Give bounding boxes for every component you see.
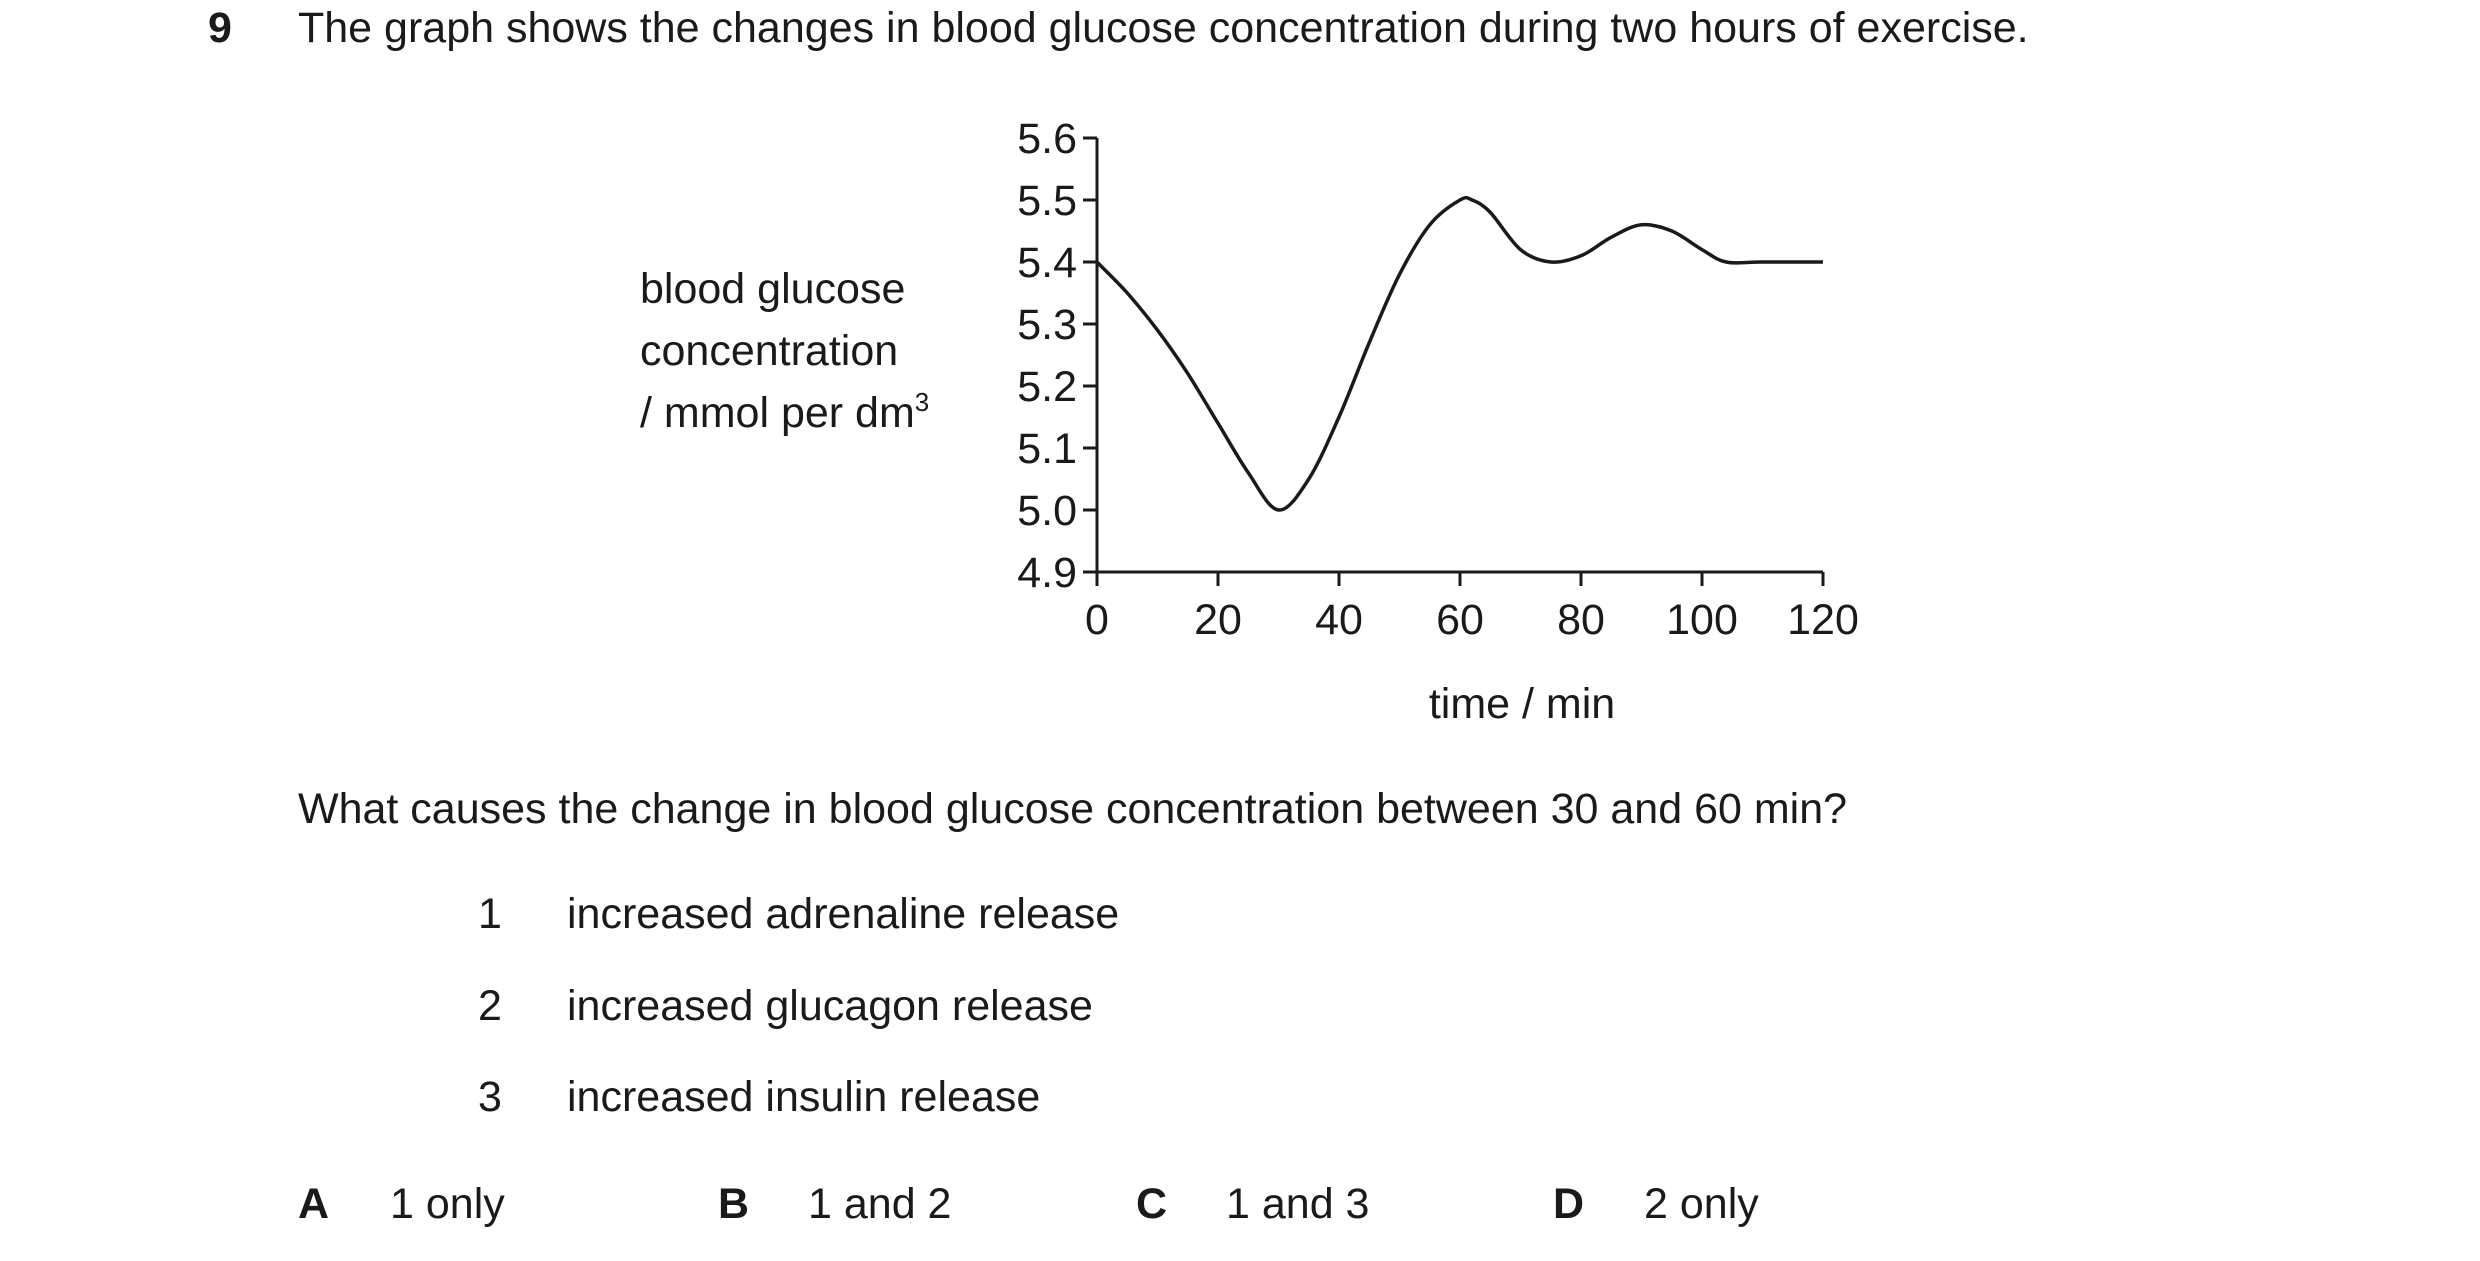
y-tick-label-7: 4.9 [1017, 549, 1077, 597]
option-a-text[interactable]: 1 only [390, 1180, 505, 1228]
y-axis-label: blood glucose concentration / mmol per d… [640, 258, 929, 444]
option-b-text[interactable]: 1 and 2 [808, 1180, 952, 1228]
statement-3-text: increased insulin release [567, 1073, 1041, 1121]
y-tick-label-1: 5.5 [1017, 177, 1077, 225]
option-a-letter[interactable]: A [298, 1180, 330, 1228]
option-d-text[interactable]: 2 only [1644, 1180, 1759, 1228]
x-tick-label-6: 120 [1787, 596, 1859, 644]
y-tick-label-2: 5.4 [1017, 239, 1077, 287]
option-b-letter[interactable]: B [718, 1180, 750, 1228]
statement-3-number: 3 [478, 1073, 502, 1121]
y-tick-label-0: 5.6 [1017, 115, 1077, 163]
y-axis-label-line-3: / mmol per dm3 [640, 382, 929, 444]
x-tick-label-1: 20 [1194, 596, 1242, 644]
option-c-letter[interactable]: C [1136, 1180, 1168, 1228]
y-axis-unit: / mmol per dm [640, 389, 915, 437]
y-axis-label-line-2: concentration [640, 327, 899, 375]
statement-2-text: increased glucagon release [567, 982, 1093, 1030]
x-tick-label-4: 80 [1557, 596, 1605, 644]
y-axis-label-line-1: blood glucose [640, 265, 906, 313]
statement-1-text: increased adrenaline release [567, 890, 1120, 938]
y-tick-label-6: 5.0 [1017, 487, 1077, 535]
question-prompt: What causes the change in blood glucose … [298, 785, 1848, 833]
y-tick-label-4: 5.2 [1017, 363, 1077, 411]
statement-2-number: 2 [478, 982, 502, 1030]
y-tick-label-5: 5.1 [1017, 425, 1077, 473]
x-tick-label-0: 0 [1085, 596, 1109, 644]
x-tick-label-5: 100 [1666, 596, 1738, 644]
statement-1-number: 1 [478, 890, 502, 938]
glucose-line-chart: 5.6 5.5 5.4 5.3 5.2 5.1 5.0 4.90 20 40 60 80 100 120 t… [1017, 115, 1859, 728]
question-stem: The graph shows the changes in blood glu… [298, 4, 2029, 52]
x-axis-label: time / min [1429, 680, 1615, 728]
series-line-0 [1095, 195, 1823, 512]
y-axis-unit-superscript: 3 [914, 387, 930, 417]
x-tick-label-3: 60 [1436, 596, 1484, 644]
question-number: 9 [208, 4, 232, 52]
option-c-text[interactable]: 1 and 3 [1226, 1180, 1370, 1228]
option-d-letter[interactable]: D [1553, 1180, 1585, 1228]
y-tick-label-3: 5.3 [1017, 301, 1077, 349]
x-tick-label-2: 40 [1315, 596, 1363, 644]
